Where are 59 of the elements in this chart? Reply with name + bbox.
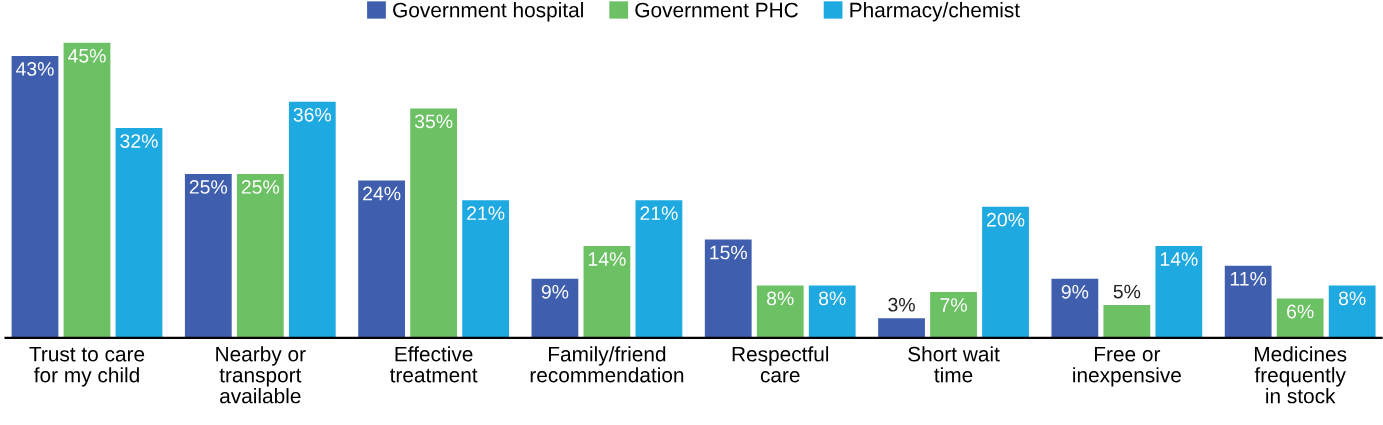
data-label: 9% — [541, 284, 569, 299]
data-label: 8% — [1338, 291, 1366, 306]
bar — [583, 246, 631, 338]
bar — [878, 318, 925, 338]
data-label: 25% — [241, 180, 280, 194]
data-label: 15% — [710, 245, 747, 260]
bar — [982, 206, 1029, 338]
data-label: 14% — [1160, 252, 1198, 266]
x-tick-label: Nearby or transport available — [216, 346, 306, 404]
data-label: 24% — [363, 186, 401, 201]
data-label: 5% — [1113, 284, 1141, 299]
bar — [704, 239, 752, 338]
data-label: 36% — [293, 107, 332, 122]
data-label: 8% — [819, 291, 846, 306]
bar — [11, 55, 59, 338]
data-label: 21% — [640, 206, 678, 220]
x-tick-label: Free or inexpensive — [1073, 346, 1181, 387]
data-label: 3% — [888, 297, 915, 312]
x-tick-label: Trust to care for my child — [29, 346, 145, 387]
bar — [236, 173, 284, 338]
bar — [1051, 278, 1099, 338]
data-label: 43% — [15, 62, 54, 76]
bar — [635, 200, 683, 338]
legend-label: Government PHC — [635, 2, 798, 18]
x-tick-label: Short wait time — [908, 346, 1000, 383]
data-label: 9% — [1061, 284, 1089, 299]
bar — [531, 278, 579, 338]
bar — [1328, 285, 1376, 338]
bar — [288, 101, 336, 338]
bar — [184, 173, 232, 338]
legend-label: Government hospital — [393, 2, 583, 22]
bar — [63, 42, 111, 338]
data-label: 6% — [1287, 304, 1314, 319]
data-label: 45% — [67, 49, 106, 63]
x-tick-label: Effective treatment — [389, 346, 478, 383]
x-tick-label: Respectful care — [732, 346, 829, 383]
data-label: 7% — [940, 298, 967, 312]
bar — [756, 285, 804, 338]
bar — [1224, 265, 1272, 338]
data-label: 20% — [987, 212, 1025, 227]
data-label: 11% — [1230, 271, 1267, 286]
bar — [462, 200, 509, 338]
bar — [1155, 246, 1203, 338]
x-tick-label: Medicines frequently in stock — [1254, 346, 1347, 404]
data-label: 25% — [189, 180, 228, 194]
data-label: 32% — [120, 134, 158, 148]
bar — [930, 291, 977, 338]
bar — [410, 108, 458, 338]
data-label: 35% — [414, 114, 453, 129]
bar — [1276, 298, 1324, 338]
data-label: 21% — [467, 206, 505, 220]
legend-label: Pharmacy/chemist — [850, 2, 1020, 22]
data-label: 8% — [767, 291, 794, 306]
bar — [1103, 305, 1151, 338]
bar — [808, 285, 856, 338]
bar — [115, 128, 163, 338]
x-tick-label: Family/friend recommendation — [530, 346, 684, 383]
data-label: 14% — [588, 252, 626, 266]
bar — [358, 180, 406, 338]
